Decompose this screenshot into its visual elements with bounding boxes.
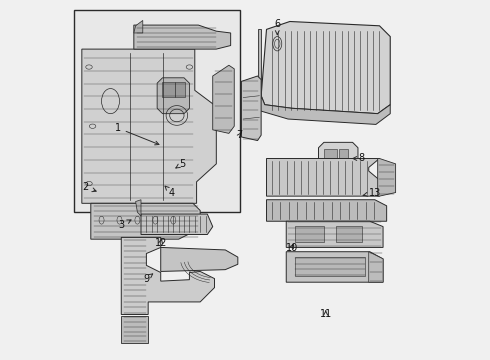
Polygon shape bbox=[368, 252, 383, 282]
Polygon shape bbox=[122, 237, 215, 315]
Text: 4: 4 bbox=[165, 186, 174, 198]
Polygon shape bbox=[258, 30, 261, 98]
Polygon shape bbox=[161, 247, 238, 271]
Polygon shape bbox=[286, 252, 383, 282]
Text: 8: 8 bbox=[352, 153, 364, 163]
Bar bbox=[324, 149, 337, 165]
Text: 3: 3 bbox=[118, 220, 131, 230]
Polygon shape bbox=[286, 221, 383, 247]
Text: 10: 10 bbox=[286, 243, 298, 253]
Text: 5: 5 bbox=[176, 159, 185, 169]
Polygon shape bbox=[213, 65, 234, 134]
Polygon shape bbox=[267, 200, 387, 221]
Polygon shape bbox=[157, 78, 190, 114]
Bar bbox=[295, 226, 324, 242]
Polygon shape bbox=[134, 21, 143, 33]
Text: 1: 1 bbox=[115, 123, 159, 145]
Text: 9: 9 bbox=[143, 274, 153, 284]
Text: 13: 13 bbox=[363, 188, 381, 198]
Text: 6: 6 bbox=[274, 19, 280, 35]
Polygon shape bbox=[122, 316, 148, 343]
Polygon shape bbox=[242, 76, 261, 140]
Bar bbox=[74, 10, 240, 212]
Bar bbox=[162, 82, 175, 97]
Text: 11: 11 bbox=[319, 310, 332, 319]
Polygon shape bbox=[136, 200, 141, 216]
Bar bbox=[337, 226, 362, 242]
Bar bbox=[175, 82, 185, 97]
Polygon shape bbox=[82, 49, 216, 203]
Bar bbox=[295, 257, 365, 276]
Polygon shape bbox=[318, 142, 358, 176]
Text: 7: 7 bbox=[237, 130, 243, 140]
Polygon shape bbox=[141, 214, 213, 234]
Polygon shape bbox=[134, 25, 231, 49]
Polygon shape bbox=[261, 22, 390, 114]
Polygon shape bbox=[258, 96, 390, 125]
Bar bbox=[339, 149, 348, 165]
Text: 2: 2 bbox=[82, 182, 96, 192]
Text: 12: 12 bbox=[154, 238, 167, 248]
Polygon shape bbox=[91, 203, 200, 239]
Polygon shape bbox=[267, 158, 379, 196]
Polygon shape bbox=[378, 158, 395, 196]
